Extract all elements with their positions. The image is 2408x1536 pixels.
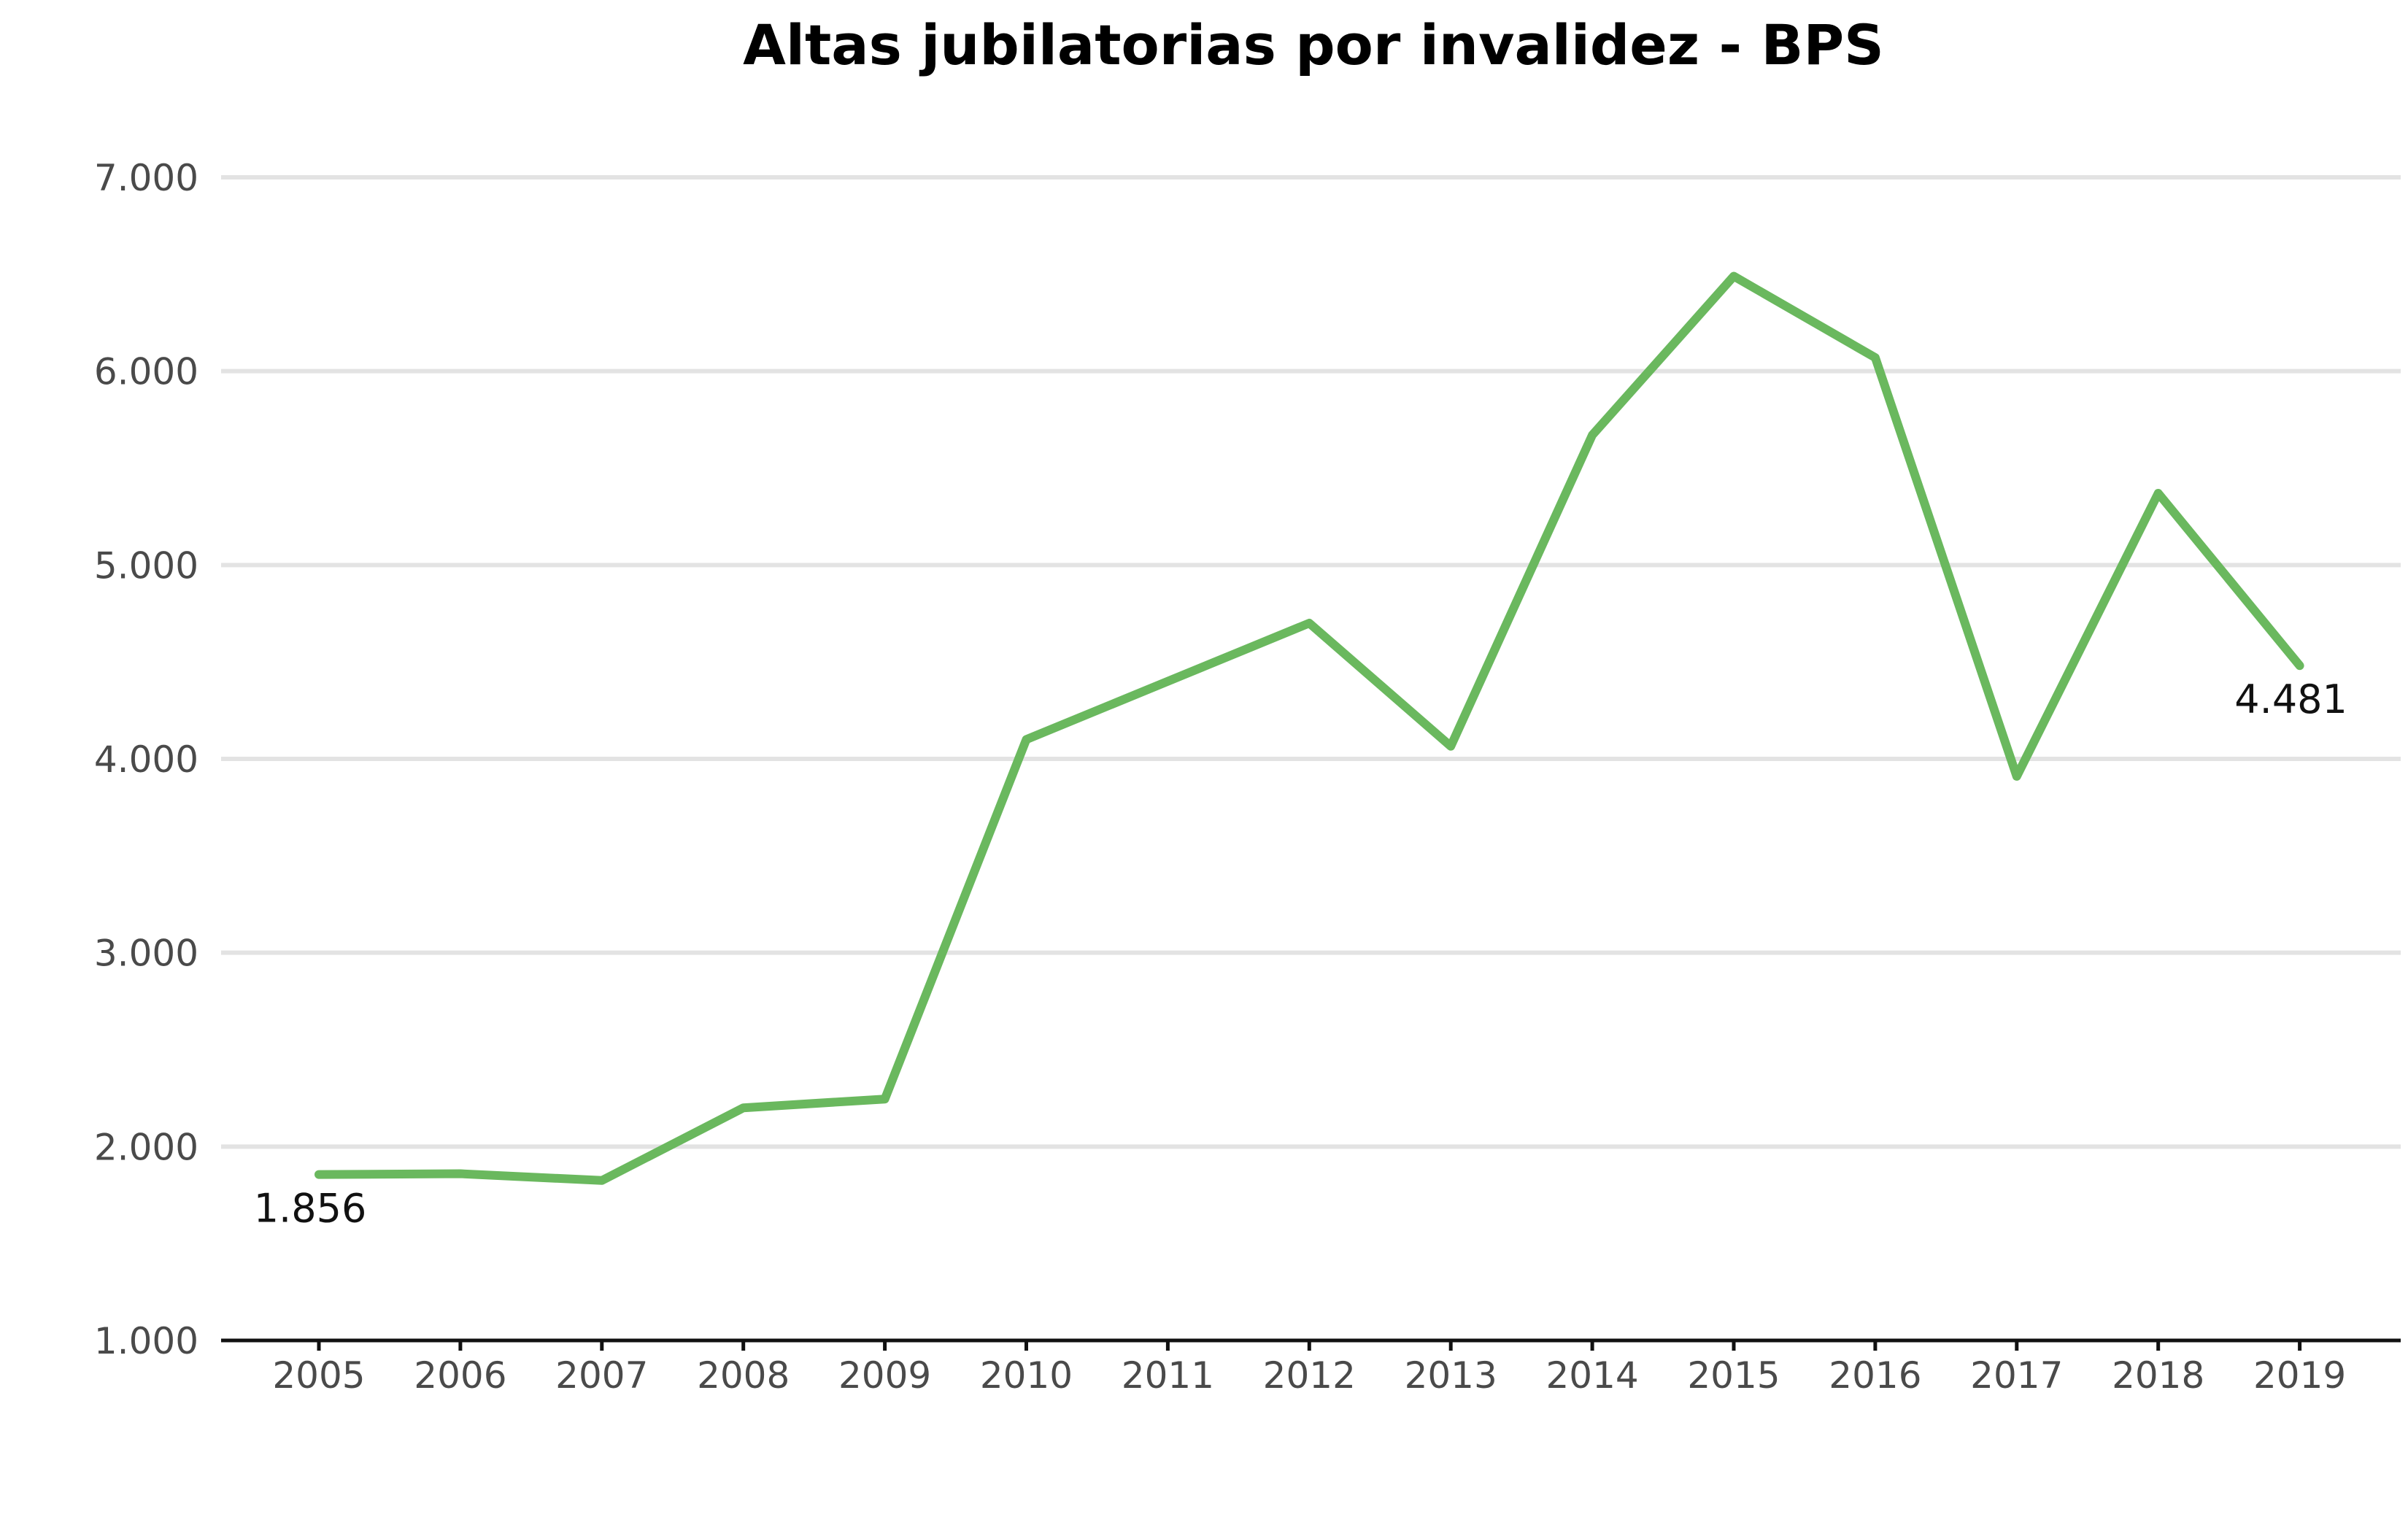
- x-tick-label: 2005: [272, 1354, 365, 1397]
- x-tick-label: 2011: [1122, 1354, 1214, 1397]
- y-tick-label: 5.000: [94, 544, 198, 587]
- data-label: 4.481: [2234, 676, 2347, 722]
- x-tick-label: 2007: [555, 1354, 648, 1397]
- series-lines: [314, 271, 2304, 1185]
- y-tick-label: 6.000: [94, 351, 198, 393]
- x-tick-label: 2009: [838, 1354, 931, 1397]
- data-label: 1.856: [254, 1186, 367, 1232]
- y-tick-label: 4.000: [94, 738, 198, 781]
- x-tick-label: 2008: [697, 1354, 790, 1397]
- x-tick-label: 2014: [1545, 1354, 1638, 1397]
- y-tick-label: 3.000: [94, 933, 198, 975]
- y-tick-label: 7.000: [94, 157, 198, 199]
- series-line: [314, 271, 2304, 1185]
- y-tick-label: 2.000: [94, 1126, 198, 1168]
- x-tick-label: 2015: [1687, 1354, 1780, 1397]
- chart-title: Altas jubilatorias por invalidez - BPS: [743, 12, 1884, 77]
- axes: [221, 1338, 2401, 1351]
- x-tick-label: 2006: [414, 1354, 506, 1397]
- x-tick-label: 2019: [2253, 1354, 2346, 1397]
- x-tick-label: 2012: [1263, 1354, 1356, 1397]
- y-tick-label: 1.000: [94, 1320, 198, 1362]
- x-tick-label: 2010: [980, 1354, 1073, 1397]
- x-tick-label: 2018: [2112, 1354, 2204, 1397]
- x-tick-label: 2016: [1829, 1354, 1921, 1397]
- x-tick-label: 2013: [1405, 1354, 1497, 1397]
- gridlines: [221, 175, 2401, 1149]
- labels: 1.000 2.000 3.000 4.000 5.000 6.000 7.000 2005 2…: [94, 157, 2347, 1397]
- x-tick-label: 2017: [1970, 1354, 2063, 1397]
